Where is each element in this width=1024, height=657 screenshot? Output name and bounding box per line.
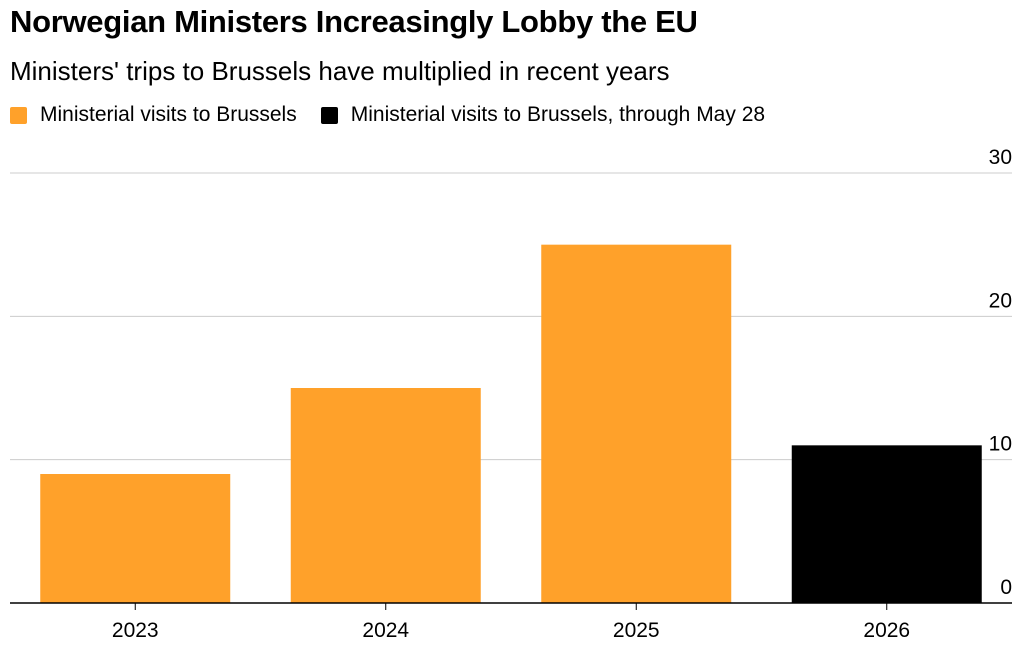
y-tick-label-20: 20: [989, 289, 1012, 312]
y-tick-label-10: 10: [989, 433, 1012, 456]
chart-legend: Ministerial visits to Brussels Ministeri…: [10, 100, 789, 130]
legend-label-visits-through-may: Ministerial visits to Brussels, through …: [350, 103, 766, 126]
chart-subtitle: Ministers' trips to Brussels have multip…: [10, 56, 670, 86]
bar-2026: [791, 445, 982, 603]
bar-2025: [541, 244, 732, 603]
legend-item-visits-through-may: Ministerial visits to Brussels, through …: [320, 103, 766, 127]
legend-label-visits: Ministerial visits to Brussels: [40, 103, 297, 126]
x-tick-label-2025: 2025: [613, 619, 660, 642]
legend-swatch-visits: [10, 106, 27, 124]
legend-swatch-visits-through-may: [320, 106, 338, 124]
chart-title: Norwegian Ministers Increasingly Lobby t…: [10, 4, 698, 39]
x-tick-label-2026: 2026: [863, 619, 910, 642]
legend-item-visits: Ministerial visits to Brussels: [10, 103, 297, 127]
bar-2023: [40, 474, 231, 603]
x-tick-label-2023: 2023: [112, 619, 159, 642]
bar-2024: [290, 388, 481, 603]
x-tick-label-2024: 2024: [362, 619, 409, 642]
y-tick-label-0: 0: [1000, 576, 1012, 599]
y-tick-label-30: 30: [989, 146, 1012, 169]
